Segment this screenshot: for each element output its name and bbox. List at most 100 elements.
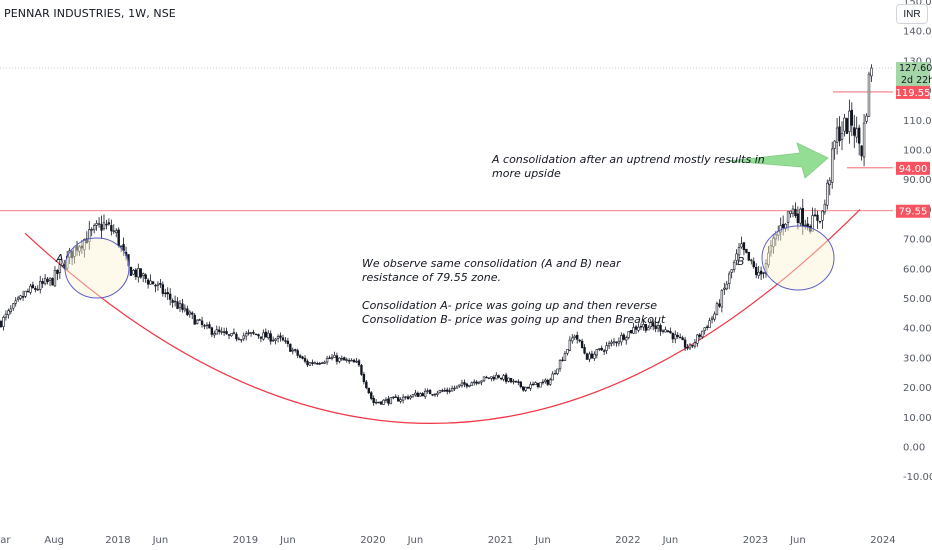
y-tick-label: 90.00 xyxy=(903,175,932,186)
candle-body xyxy=(730,269,733,273)
candle-body xyxy=(789,210,792,214)
candle-body xyxy=(218,329,221,332)
candle-body xyxy=(752,261,755,268)
candle-body xyxy=(134,269,138,278)
candle-body xyxy=(247,332,250,334)
candle-body xyxy=(750,259,753,262)
label-b: B xyxy=(737,255,745,268)
candle-body xyxy=(450,388,454,392)
candle-body xyxy=(401,396,405,401)
y-tick-label: 130.00 xyxy=(903,56,932,67)
last-price-label: 127.60 xyxy=(899,63,932,74)
candle-body xyxy=(281,337,285,341)
candle-body xyxy=(343,357,346,361)
candle-body xyxy=(691,344,694,347)
candle-body xyxy=(759,270,763,275)
countdown-label: 2d 22h xyxy=(901,75,932,86)
candle-body xyxy=(696,334,699,344)
candle-body xyxy=(713,313,716,320)
candle-body xyxy=(129,266,133,276)
candle-body xyxy=(541,381,545,384)
candle-body xyxy=(593,353,596,359)
candle-body xyxy=(490,376,493,379)
candle-body xyxy=(308,362,312,366)
candle-body xyxy=(78,246,81,252)
candle-body xyxy=(870,67,873,77)
candle-body xyxy=(857,127,861,144)
candle-body xyxy=(183,307,187,311)
candle-body xyxy=(460,382,464,386)
candle-body xyxy=(433,393,437,396)
candle-body xyxy=(561,359,564,362)
x-tick-label: Aug xyxy=(44,535,64,546)
candle-body xyxy=(387,398,390,404)
candle-body xyxy=(492,376,496,380)
candle-body xyxy=(374,401,378,404)
candle-body xyxy=(105,223,108,226)
candle-body xyxy=(222,331,226,333)
candle-body xyxy=(595,349,599,356)
candle-body xyxy=(298,355,302,358)
candle-body xyxy=(14,300,17,304)
candle-body xyxy=(16,297,20,301)
candle-body xyxy=(325,358,329,363)
candle-body xyxy=(671,332,675,340)
candle-body xyxy=(198,319,201,321)
candle-body xyxy=(370,392,373,399)
candle-body xyxy=(629,330,633,334)
candle-body xyxy=(590,353,594,359)
candle-body xyxy=(823,203,827,213)
candle-body xyxy=(0,321,3,328)
candle-body xyxy=(693,342,697,347)
y-tick-label: 60.00 xyxy=(903,264,932,275)
candle-body xyxy=(458,384,461,387)
candle-body xyxy=(612,341,616,344)
candle-body xyxy=(681,337,684,341)
candle-body xyxy=(279,335,282,338)
candle-body xyxy=(473,381,476,384)
candle-body xyxy=(274,338,277,341)
candle-body xyxy=(377,401,380,404)
candle-body xyxy=(426,390,429,392)
candle-body xyxy=(688,344,692,349)
candle-body xyxy=(644,323,648,331)
candle-body xyxy=(767,252,770,266)
candle-body xyxy=(698,334,701,337)
candle-body xyxy=(394,396,397,398)
candle-body xyxy=(193,314,196,325)
level-price-tag-bg xyxy=(896,161,930,175)
candle-body xyxy=(708,320,711,328)
candle-body xyxy=(860,145,863,157)
candle-body xyxy=(686,346,689,349)
candle-body xyxy=(507,377,510,382)
candle-body xyxy=(34,288,37,290)
candle-body xyxy=(725,283,728,290)
y-tick-label: 140.00 xyxy=(903,27,932,38)
consolidation-a-ellipse xyxy=(64,237,130,299)
y-tick-label: 20.00 xyxy=(903,383,932,394)
candle-body xyxy=(291,349,294,352)
candle-body xyxy=(453,387,456,390)
candle-body xyxy=(828,179,831,185)
currency-button[interactable]: INR xyxy=(896,4,928,24)
candle-body xyxy=(558,360,562,370)
candle-body xyxy=(811,215,814,232)
candle-body xyxy=(617,340,621,344)
candle-body xyxy=(411,394,415,398)
candle-body xyxy=(186,308,189,316)
candle-body xyxy=(384,399,388,401)
candle-body xyxy=(747,251,751,261)
candle-body xyxy=(301,356,304,359)
candle-body xyxy=(588,353,591,360)
candle-body xyxy=(151,281,155,285)
candle-body xyxy=(666,330,670,333)
y-tick-label: 0.00 xyxy=(903,443,925,454)
label-a: A xyxy=(55,252,64,265)
candle-body xyxy=(762,272,765,274)
candle-body xyxy=(80,245,84,249)
candle-body xyxy=(549,379,552,385)
x-tick-label: 2024 xyxy=(870,535,895,546)
candle-body xyxy=(485,376,488,379)
